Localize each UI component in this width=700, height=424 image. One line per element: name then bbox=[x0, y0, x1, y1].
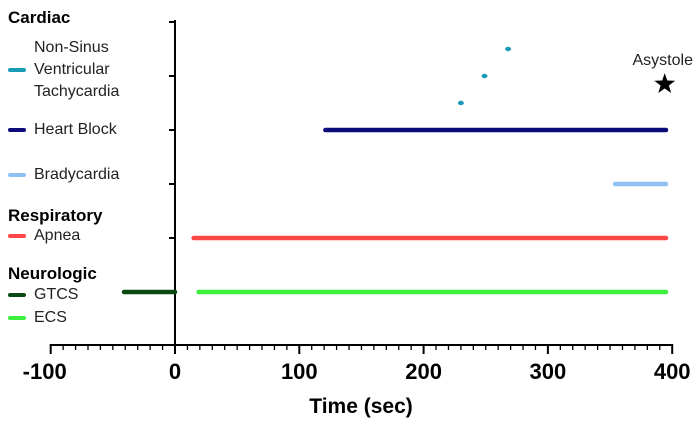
legend-swatch-ecs bbox=[8, 316, 26, 320]
legend-label-bradycardia: Bradycardia bbox=[34, 166, 120, 183]
legend-item-gtcs: GTCS bbox=[8, 284, 78, 306]
point-non-sinus-ventricular-tachycardia bbox=[481, 73, 488, 79]
x-tick-label: 200 bbox=[405, 359, 442, 384]
annotation-label: Asystole bbox=[633, 52, 694, 69]
x-tick-label: -100 bbox=[23, 359, 67, 384]
x-tick-label: 0 bbox=[169, 359, 181, 384]
x-tick-label: 300 bbox=[530, 359, 567, 384]
legend-swatch-heart-block bbox=[8, 128, 26, 132]
legend-label-gtcs: GTCS bbox=[34, 286, 79, 303]
legend-label-ecs: ECS bbox=[34, 309, 67, 326]
legend-item-vt: Non-Sinus Ventricular Tachycardia bbox=[8, 37, 119, 103]
asystole-star-icon bbox=[654, 73, 676, 93]
legend-label-heart-block: Heart Block bbox=[34, 121, 117, 138]
legend-label-vt-1: Non-Sinus bbox=[34, 39, 109, 56]
legend-group-neurologic: Neurologic bbox=[8, 264, 97, 283]
legend-group-respiratory: Respiratory bbox=[8, 206, 103, 225]
legend-item-apnea: Apnea bbox=[8, 225, 80, 247]
x-tick-label: 400 bbox=[654, 359, 691, 384]
legend-group-cardiac: Cardiac bbox=[8, 8, 71, 27]
x-axis-title: Time (sec) bbox=[309, 395, 413, 418]
legend-label-vt-2: Ventricular bbox=[34, 61, 110, 78]
legend-swatch-bradycardia bbox=[8, 173, 26, 177]
legend-label-apnea: Apnea bbox=[34, 227, 81, 244]
legend-swatch-gtcs bbox=[8, 293, 26, 297]
legend-swatch-vt bbox=[8, 68, 26, 72]
legend-label-vt-3: Tachycardia bbox=[34, 83, 120, 100]
legend-item-heart-block: Heart Block bbox=[8, 119, 117, 141]
point-non-sinus-ventricular-tachycardia bbox=[505, 46, 512, 52]
point-non-sinus-ventricular-tachycardia bbox=[457, 100, 464, 106]
legend-item-ecs: ECS bbox=[8, 307, 67, 329]
x-tick-label: 100 bbox=[281, 359, 318, 384]
legend-item-bradycardia: Bradycardia bbox=[8, 164, 119, 186]
legend-swatch-apnea bbox=[8, 234, 26, 238]
